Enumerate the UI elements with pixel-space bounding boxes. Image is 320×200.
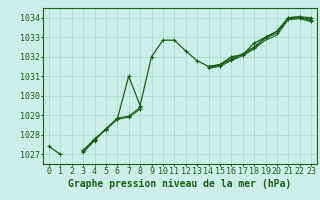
X-axis label: Graphe pression niveau de la mer (hPa): Graphe pression niveau de la mer (hPa) <box>68 179 292 189</box>
